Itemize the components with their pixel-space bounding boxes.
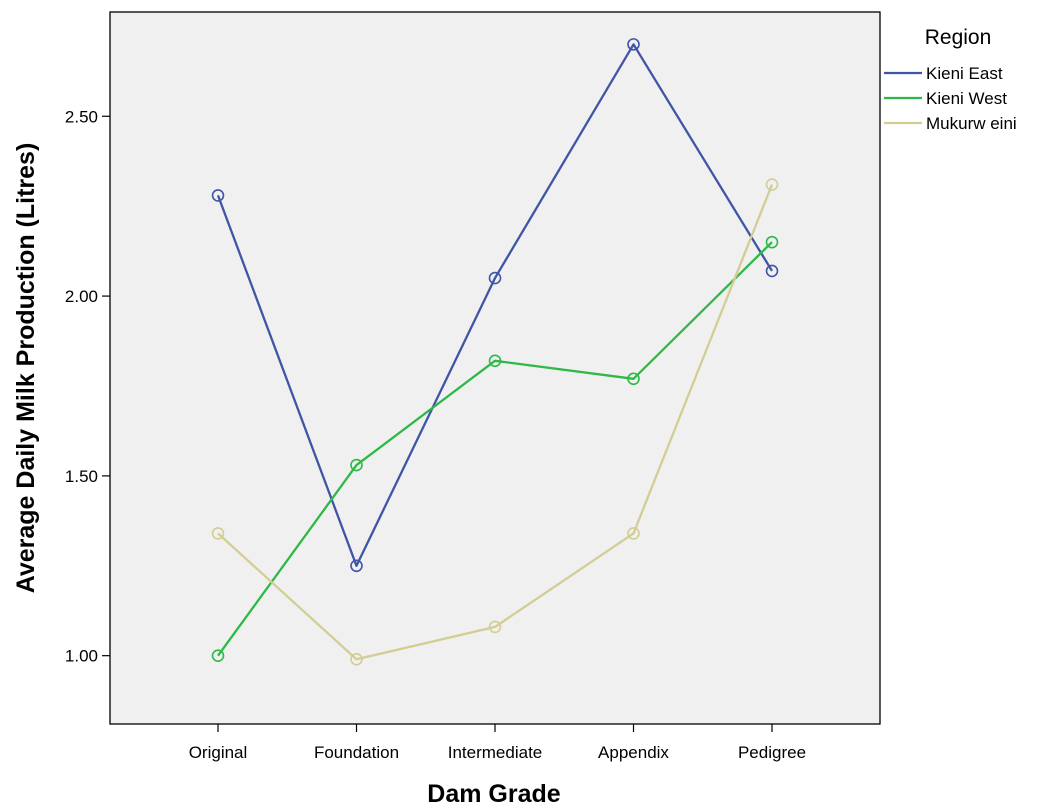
series-line [216, 43, 773, 567]
y-tick-label: 2.00 [65, 287, 98, 306]
data-point [765, 178, 779, 191]
data-point [488, 354, 502, 368]
x-tick-label: Intermediate [448, 743, 543, 762]
legend: Region Kieni East Kieni West Mukurw eini [884, 26, 1017, 133]
data-point [350, 652, 363, 666]
x-axis-title: Dam Grade [427, 780, 560, 805]
data-point [350, 458, 363, 472]
series-line [217, 241, 773, 657]
data-point [765, 264, 779, 278]
data-point [488, 620, 502, 634]
series-line [217, 184, 774, 661]
series-2 [211, 178, 779, 666]
y-axis: 1.00 1.50 2.00 2.50 [65, 107, 110, 666]
x-tick-label: Foundation [314, 743, 399, 762]
y-tick-label: 1.00 [65, 647, 98, 666]
plot-area [109, 11, 881, 725]
y-tick-label: 2.50 [65, 107, 98, 126]
series-1 [211, 235, 779, 662]
series-0 [211, 38, 779, 573]
y-tick-label: 1.50 [65, 467, 98, 486]
x-tick-label: Pedigree [738, 743, 806, 762]
data-point [211, 649, 225, 662]
data-point [211, 527, 225, 540]
x-tick-label: Appendix [598, 743, 669, 762]
data-point [627, 372, 640, 386]
legend-title: Region [925, 26, 992, 49]
data-point [627, 38, 640, 51]
y-axis-title: Average Daily Milk Production (Litres) [12, 143, 40, 594]
legend-label: Kieni West [926, 89, 1007, 108]
data-point [627, 527, 640, 540]
legend-label: Kieni East [926, 64, 1003, 83]
data-point [350, 559, 363, 573]
data-point [211, 189, 225, 202]
x-tick-label: Original [189, 743, 248, 762]
data-point [488, 271, 502, 285]
data-point [765, 235, 779, 249]
legend-label: Mukurw eini [926, 114, 1017, 133]
x-axis: Original Foundation Intermediate Appendix Pe… [189, 724, 806, 762]
series-layer [211, 38, 779, 666]
